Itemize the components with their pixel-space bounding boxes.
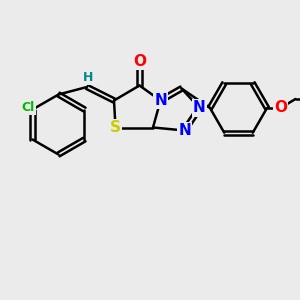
Text: N: N — [178, 123, 191, 138]
Text: N: N — [154, 93, 167, 108]
Text: O: O — [274, 100, 287, 116]
Text: N: N — [193, 100, 206, 116]
Text: S: S — [110, 120, 121, 135]
Text: Cl: Cl — [21, 100, 34, 114]
Text: H: H — [83, 71, 94, 84]
Text: O: O — [133, 54, 146, 69]
